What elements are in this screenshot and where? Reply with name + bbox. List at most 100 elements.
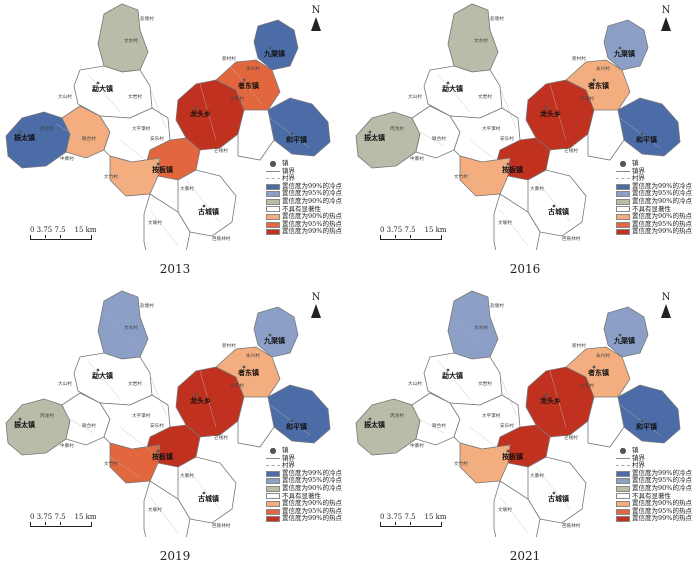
village-boundary-line	[103, 27, 137, 61]
scale-bar: 0 3.75 7.5 15 km	[380, 226, 447, 240]
legend-label: 村界	[632, 174, 645, 183]
region-tianba	[143, 193, 191, 250]
legend-row: 镇界	[616, 453, 692, 463]
village-boundary-line	[149, 87, 167, 129]
town-point	[268, 46, 272, 50]
village-boundaries	[405, 314, 661, 534]
town-label-hezhong: 和平镇	[635, 422, 657, 431]
town-label-zhezhong: 者东镇	[237, 368, 259, 377]
town-point	[552, 204, 556, 208]
town-point	[268, 333, 272, 337]
legend-row: 置信度为99%的冷点	[266, 182, 342, 191]
scale-end: 15 km	[424, 226, 447, 234]
village-label: 新村村	[222, 342, 236, 349]
town-point	[640, 132, 644, 136]
legend-label: 置信度为99%的冷点	[632, 468, 692, 477]
legend-label: 镇	[282, 159, 289, 167]
village-label: 芒线村	[564, 434, 578, 441]
village-label: 文竹村	[454, 173, 468, 180]
legend-row: ● 镇	[269, 158, 289, 168]
town-point	[202, 204, 206, 208]
legend-row: 置信度为95%的热点	[266, 507, 342, 516]
village-label: 大平掌村	[482, 412, 501, 419]
town-label-zhentai: 振太镇	[364, 133, 385, 142]
village-label: 大寨村	[180, 185, 194, 192]
town-label-zhezhong: 者东镇	[237, 81, 259, 90]
region-south_mid	[109, 442, 161, 484]
town-point	[290, 419, 294, 423]
legend-row: 村界	[266, 175, 342, 183]
legend-label: 镇	[632, 159, 639, 167]
legend-swatch	[266, 508, 280, 515]
village-boundaries	[405, 27, 661, 247]
town-label-gucheng: 古城镇	[548, 207, 569, 216]
legend-swatch	[616, 213, 630, 220]
village-label: 文竹村	[454, 460, 468, 467]
town-label-hezhong: 和平镇	[285, 422, 307, 431]
region-jiuzhuang	[603, 19, 649, 71]
legend-label: 镇界	[632, 166, 645, 175]
village-label: 联合村	[82, 422, 96, 429]
village-label: 芭蕉林村	[562, 235, 581, 242]
village-label: 联合村	[432, 135, 446, 142]
legend-label: 置信度为99%的热点	[282, 514, 342, 523]
region-tianba	[143, 480, 191, 537]
region-east_mid	[237, 396, 275, 448]
village-label: 芒线村	[564, 147, 578, 154]
town-point	[618, 46, 622, 50]
village-label: 文东村	[230, 95, 244, 102]
village-label: 大山村	[408, 93, 422, 100]
scale-end: 15 km	[424, 513, 447, 521]
region-north	[97, 290, 149, 360]
legend-row: 置信度为95%的冷点	[616, 477, 692, 485]
legend-label: 镇界	[632, 453, 645, 462]
village-boundary-line	[103, 314, 137, 348]
town-label-menghai: 勐大镇	[442, 371, 463, 380]
scale-bar: 0 3.75 7.5 15 km	[380, 513, 447, 527]
map-panel-2019: 大山村 文岩村 盐塘村 文水村 丙龙村 联合村 大平掌村 安乐村 芒线村 文东村 永兴村 新村村 文竹村…	[0, 287, 350, 574]
town-point	[506, 449, 510, 453]
village-boundary-line	[535, 179, 571, 223]
village-label: 大山村	[408, 380, 422, 387]
town-label-jiuzhuang: 九渠镇	[613, 49, 635, 58]
legend-swatch	[616, 500, 630, 507]
village-label: 文竹村	[104, 460, 118, 467]
legend-label: 不具有显著性	[282, 204, 321, 213]
year-label: 2013	[159, 262, 191, 276]
village-boundary-line	[119, 426, 157, 456]
town-label-yanbai: 龙头乡	[189, 109, 211, 118]
town-point	[18, 130, 22, 134]
legend-swatch	[616, 221, 630, 228]
legend-label: 置信度为90%的热点	[632, 212, 692, 221]
legend: ● 镇镇界 村界 置信度为99%的冷点 置信度为95%的冷点 置信度为90%的冷点 不具有显…	[266, 158, 342, 236]
north-label: N	[311, 292, 321, 303]
village-label: 文东村	[230, 382, 244, 389]
village-boundary-line	[199, 370, 217, 428]
village-label: 安乐村	[150, 135, 164, 142]
village-boundary-line	[149, 496, 179, 534]
village-boundary-line	[619, 404, 661, 436]
legend-row: 置信度为90%的热点	[616, 213, 692, 221]
village-boundary-line	[269, 117, 311, 149]
legend-label: 置信度为95%的冷点	[632, 189, 692, 198]
village-label: 大寨村	[530, 185, 544, 192]
village-boundary-line	[579, 352, 613, 392]
legend-row: 置信度为95%的冷点	[266, 190, 342, 198]
scale-bar: 0 3.75 7.5 15 km	[30, 513, 97, 527]
north-label: N	[661, 5, 671, 16]
year-label: 2019	[159, 549, 191, 563]
village-label: 新村村	[222, 55, 236, 62]
town-label-menghai: 勐大镇	[92, 84, 113, 93]
legend-row: 置信度为95%的热点	[616, 507, 692, 516]
town-label-zhentai: 振太镇	[364, 420, 385, 429]
town-label-zhentai: 振太镇	[14, 133, 35, 142]
legend-row: 置信度为99%的热点	[266, 228, 342, 236]
legend-swatch	[616, 478, 630, 485]
town-label-anban: 按板镇	[502, 165, 523, 174]
village-boundary-line	[453, 27, 487, 61]
region-east_mid	[587, 396, 625, 448]
village-boundary-line	[469, 139, 507, 169]
village-boundary-line	[619, 117, 661, 149]
village-label: 盐塘村	[490, 15, 504, 22]
